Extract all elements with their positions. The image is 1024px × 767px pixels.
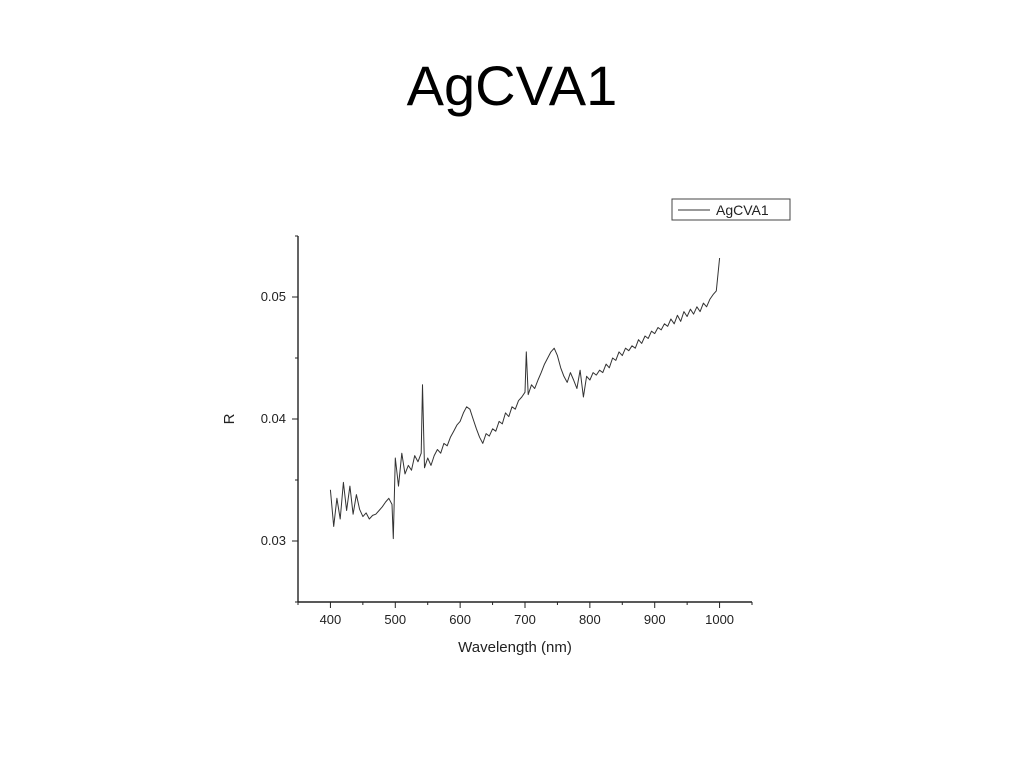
x-tick-label: 900 <box>644 612 666 627</box>
y-tick-label: 0.03 <box>261 533 286 548</box>
x-axis-title: Wavelength (nm) <box>458 639 572 656</box>
y-tick-label: 0.05 <box>261 289 286 304</box>
legend-box <box>671 198 791 221</box>
chart-series-layer <box>329 257 721 540</box>
chart-axes <box>297 236 752 603</box>
slide-title: AgCVA1 <box>406 54 618 117</box>
x-tick-label: 400 <box>320 612 342 627</box>
chart-legend: AgCVA1 <box>671 198 791 221</box>
chart-ticks <box>292 235 753 608</box>
series-line-agcva1 <box>329 257 721 540</box>
legend-label: AgCVA1 <box>716 202 769 218</box>
chart-tick-labels: 400 500 600 700 800 900 1000 0.03 0.04 0.05 <box>261 289 734 627</box>
y-axis-title: R <box>221 413 238 424</box>
x-tick-label: 700 <box>514 612 536 627</box>
x-tick-label: 800 <box>579 612 601 627</box>
y-tick-label: 0.04 <box>261 411 286 426</box>
x-tick-label: 600 <box>449 612 471 627</box>
x-tick-label: 1000 <box>705 612 734 627</box>
x-tick-label: 500 <box>384 612 406 627</box>
